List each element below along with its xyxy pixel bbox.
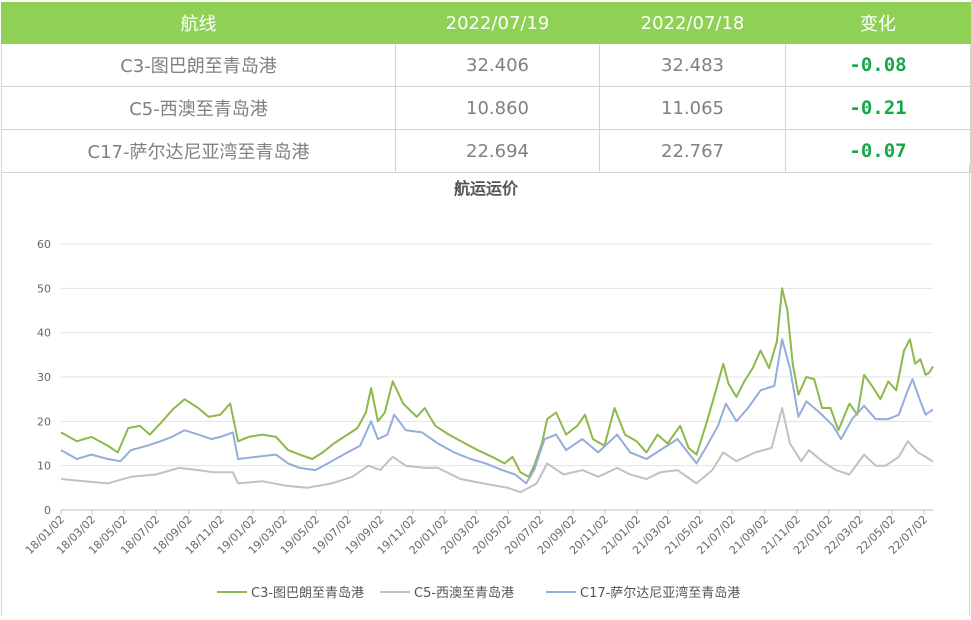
table-header-row: 航线 2022/07/19 2022/07/18 变化 [1,2,971,44]
y-tick-label: 10 [37,460,51,473]
y-tick-label: 40 [37,327,51,340]
previous-value-cell: 11.065 [599,86,786,130]
change-cell: -0.08 [785,43,971,87]
table-row: C3-图巴朗至青岛港 32.406 32.483 -0.08 [1,43,971,87]
chart-container: 航运运价 0 10 20 30 40 50 60 18/01/02 18/03/02 18/05… [1,164,970,616]
header-previous-date: 2022/07/18 [599,2,786,44]
table-row: C17-萨尔达尼亚湾至青岛港 22.694 22.767 -0.07 [1,129,971,173]
y-tick-label: 20 [37,415,51,428]
previous-value-cell: 32.483 [599,43,786,87]
header-current-date: 2022/07/19 [395,2,600,44]
route-cell: C3-图巴朗至青岛港 [1,43,396,87]
y-axis: 0 10 20 30 40 50 60 [37,238,51,517]
chart-legend: C3-图巴朗至青岛港 C5-西澳至青岛港 C17-萨尔达尼亚湾至青岛港 [217,585,740,601]
change-cell: -0.07 [785,129,971,173]
current-value-cell: 22.694 [395,129,600,173]
y-tick-label: 30 [37,371,51,384]
freight-rate-table: 航线 2022/07/19 2022/07/18 变化 C3-图巴朗至青岛港 3… [1,2,971,173]
chart-series [60,287,934,494]
header-change: 变化 [785,2,971,44]
series-line [60,407,934,494]
series-line [60,338,934,485]
legend-label: C3-图巴朗至青岛港 [251,585,364,601]
current-value-cell: 32.406 [395,43,600,87]
header-route: 航线 [1,2,396,44]
chart-grid [61,243,933,511]
y-tick-label: 60 [37,238,51,251]
route-cell: C5-西澳至青岛港 [1,86,396,130]
legend-label: C5-西澳至青岛港 [414,585,514,601]
chart-title: 航运运价 [454,179,519,198]
table-row: C5-西澳至青岛港 10.860 11.065 -0.21 [1,86,971,130]
y-tick-label: 0 [44,504,51,517]
x-axis: 18/01/0218/03/0218/05/0218/07/0218/09/02… [23,510,930,557]
change-cell: -0.21 [785,86,971,130]
current-value-cell: 10.860 [395,86,600,130]
legend-label: C17-萨尔达尼亚湾至青岛港 [580,585,740,601]
y-tick-label: 50 [37,282,51,295]
series-line [60,287,934,478]
route-cell: C17-萨尔达尼亚湾至青岛港 [1,129,396,173]
line-chart: 航运运价 0 10 20 30 40 50 60 18/01/0218/03/0218/05… [23,179,934,601]
